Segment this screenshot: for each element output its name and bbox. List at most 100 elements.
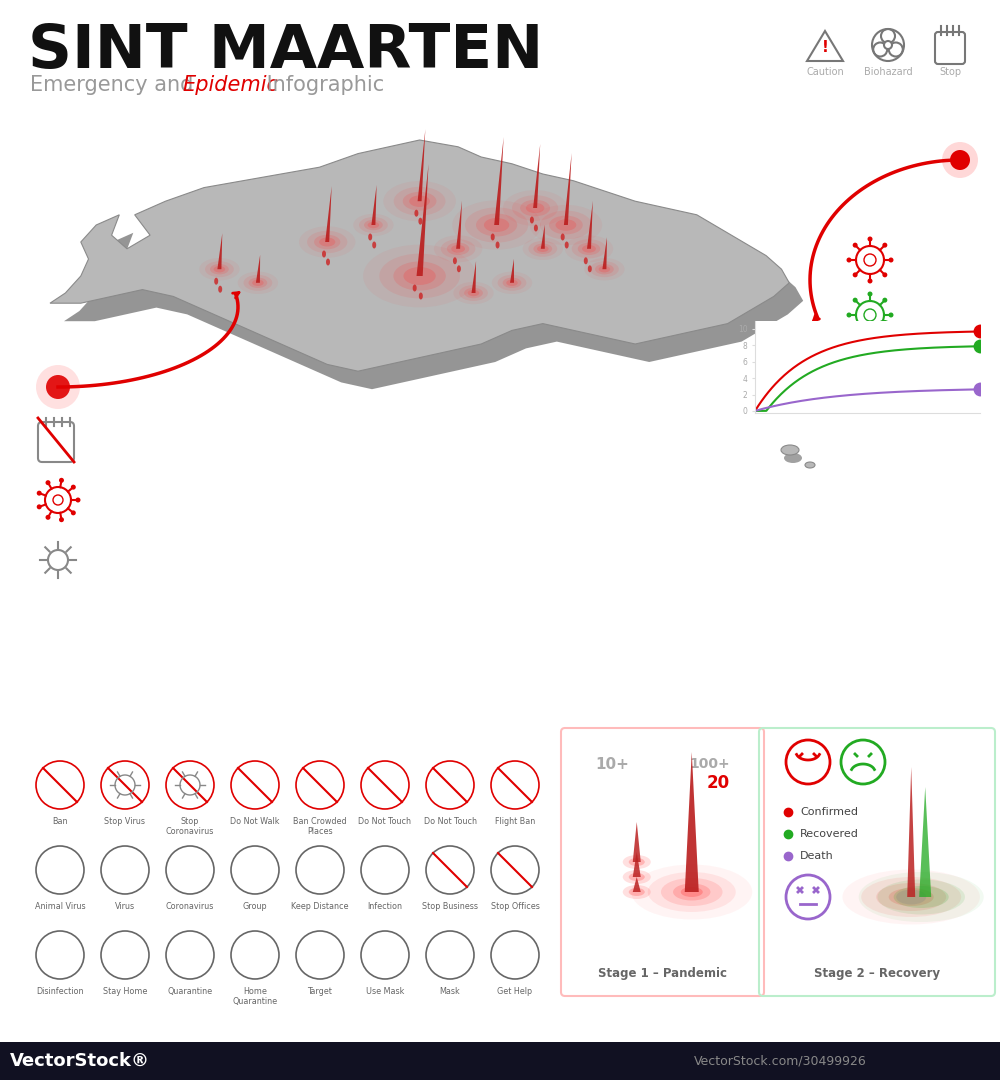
Circle shape (853, 327, 858, 333)
Polygon shape (456, 201, 462, 248)
Ellipse shape (578, 243, 600, 255)
Text: Animal Virus: Animal Virus (35, 902, 85, 912)
Ellipse shape (629, 873, 645, 881)
Ellipse shape (491, 233, 495, 241)
Circle shape (882, 382, 887, 388)
Ellipse shape (528, 241, 557, 257)
Text: Coronavirus: Coronavirus (166, 902, 214, 912)
Text: Use Mask: Use Mask (366, 987, 404, 996)
Ellipse shape (631, 864, 752, 919)
Circle shape (37, 504, 42, 510)
Circle shape (853, 272, 858, 278)
Ellipse shape (484, 218, 509, 232)
Ellipse shape (595, 264, 614, 274)
Ellipse shape (584, 258, 625, 281)
Ellipse shape (468, 289, 479, 296)
Ellipse shape (476, 214, 517, 237)
Text: Keep Distance: Keep Distance (291, 902, 349, 912)
Ellipse shape (451, 245, 465, 253)
Ellipse shape (530, 205, 602, 245)
Circle shape (46, 375, 70, 399)
Text: Virus: Virus (115, 902, 135, 912)
Circle shape (846, 312, 852, 318)
Polygon shape (50, 140, 789, 372)
Circle shape (853, 382, 858, 388)
Ellipse shape (537, 245, 549, 252)
Ellipse shape (623, 855, 651, 869)
Text: Target: Target (308, 987, 332, 996)
Circle shape (853, 298, 858, 302)
Polygon shape (494, 137, 504, 225)
Text: Stop: Stop (939, 67, 961, 77)
Ellipse shape (582, 245, 596, 253)
Circle shape (868, 237, 872, 242)
Ellipse shape (218, 286, 222, 293)
Ellipse shape (393, 261, 446, 291)
Text: Stop
Coronavirus: Stop Coronavirus (166, 816, 214, 836)
Ellipse shape (453, 282, 494, 305)
Ellipse shape (859, 872, 984, 922)
Polygon shape (325, 186, 332, 242)
Ellipse shape (394, 187, 446, 216)
Text: Stay Home: Stay Home (103, 987, 147, 996)
Text: Do Not Touch: Do Not Touch (424, 816, 477, 826)
Ellipse shape (590, 261, 619, 278)
Ellipse shape (243, 274, 272, 291)
Text: !: ! (822, 40, 828, 55)
Circle shape (942, 141, 978, 178)
Ellipse shape (565, 235, 613, 262)
Ellipse shape (530, 216, 534, 224)
Text: Stage 2 – Recovery: Stage 2 – Recovery (814, 967, 940, 980)
Ellipse shape (561, 233, 565, 241)
Ellipse shape (409, 195, 430, 207)
Ellipse shape (894, 886, 949, 908)
Text: SINT MAARTEN: SINT MAARTEN (28, 22, 543, 81)
Ellipse shape (805, 462, 815, 468)
Text: 20: 20 (707, 774, 730, 792)
Ellipse shape (565, 242, 569, 248)
Text: VectorStock.com/30499926: VectorStock.com/30499926 (694, 1054, 866, 1067)
Ellipse shape (520, 200, 550, 216)
Ellipse shape (503, 190, 567, 226)
Text: Stage 1 – Pandemic: Stage 1 – Pandemic (598, 967, 727, 980)
Text: Ban Crowded
Places: Ban Crowded Places (293, 816, 347, 836)
Ellipse shape (896, 890, 926, 905)
Ellipse shape (418, 218, 422, 225)
Ellipse shape (441, 239, 475, 258)
Ellipse shape (249, 278, 267, 288)
Text: Recovered: Recovered (800, 829, 859, 839)
Circle shape (45, 515, 50, 519)
Circle shape (882, 327, 887, 333)
Ellipse shape (452, 201, 541, 249)
Ellipse shape (648, 872, 736, 912)
Polygon shape (217, 233, 222, 269)
Text: Disinfection: Disinfection (36, 987, 84, 996)
Ellipse shape (353, 214, 394, 237)
Ellipse shape (629, 888, 645, 896)
Circle shape (76, 498, 80, 502)
Circle shape (868, 389, 872, 393)
Ellipse shape (540, 211, 592, 240)
Ellipse shape (368, 221, 379, 228)
Polygon shape (472, 261, 476, 293)
Text: Group: Group (243, 902, 267, 912)
Text: Confirmed: Confirmed (800, 807, 858, 816)
Polygon shape (633, 852, 641, 877)
Ellipse shape (464, 287, 483, 298)
Circle shape (882, 272, 887, 278)
Ellipse shape (549, 216, 583, 234)
Text: Get Help: Get Help (497, 987, 533, 996)
Text: Flight Ban: Flight Ban (495, 816, 535, 826)
Text: Do Not Touch: Do Not Touch (358, 816, 412, 826)
Circle shape (71, 511, 76, 515)
Ellipse shape (238, 271, 278, 294)
Ellipse shape (876, 883, 946, 912)
Circle shape (882, 243, 887, 247)
Circle shape (868, 347, 872, 351)
Ellipse shape (319, 238, 335, 246)
Text: Infection: Infection (368, 902, 402, 912)
Text: Stop Offices: Stop Offices (491, 902, 539, 912)
Polygon shape (417, 164, 429, 276)
Circle shape (37, 490, 42, 496)
Circle shape (46, 481, 50, 485)
